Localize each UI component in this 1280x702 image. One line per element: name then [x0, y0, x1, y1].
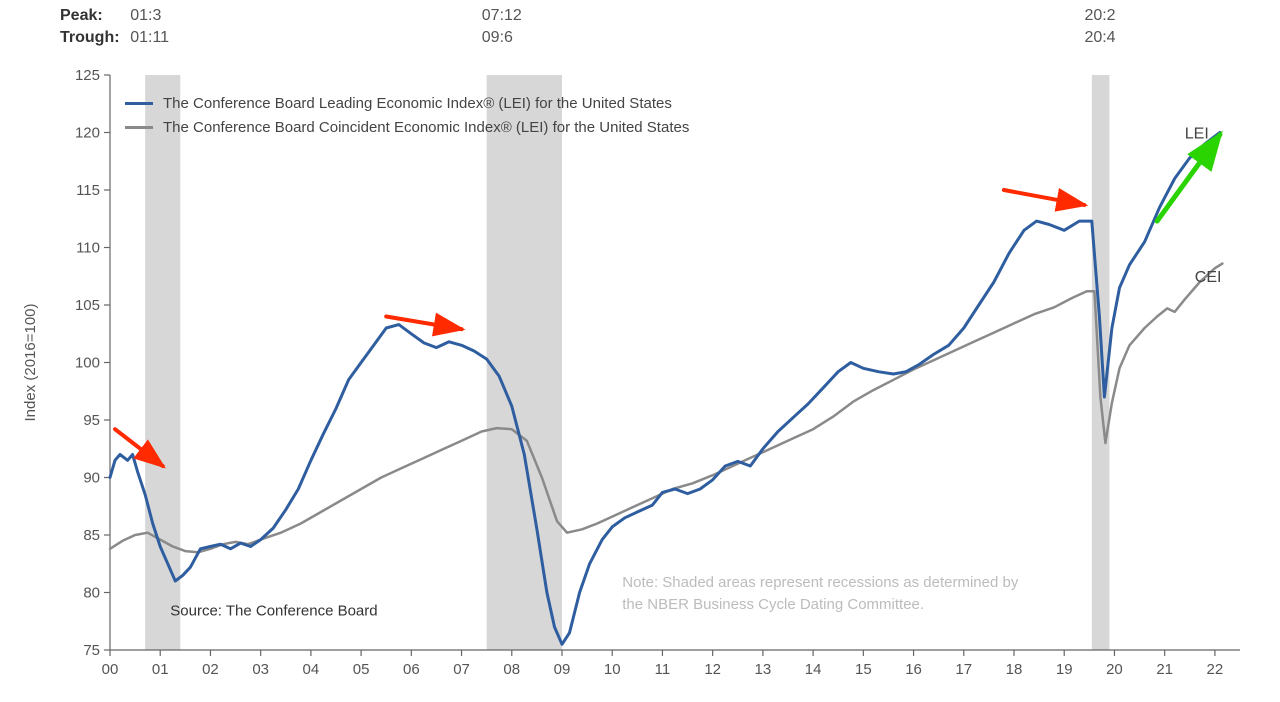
cei-line — [110, 264, 1222, 553]
y-tick-label: 90 — [83, 470, 100, 487]
note-text: Note: Shaded areas represent recessions … — [622, 574, 1019, 591]
annotation-arrow-red — [1004, 190, 1084, 205]
source-text: Source: The Conference Board — [170, 603, 377, 620]
x-tick-label: 00 — [102, 661, 119, 678]
y-axis-title: Index (2016=100) — [22, 303, 39, 421]
y-tick-label: 115 — [76, 182, 100, 199]
legend-label: The Conference Board Coincident Economic… — [163, 119, 689, 136]
x-tick-label: 19 — [1056, 661, 1073, 678]
header-peak-value: 07:12 — [482, 7, 522, 24]
x-tick-label: 17 — [955, 661, 972, 678]
x-tick-label: 01 — [152, 661, 169, 678]
y-tick-label: 120 — [75, 125, 100, 142]
header-trough-value: 01:11 — [130, 29, 169, 46]
x-tick-label: 13 — [755, 661, 772, 678]
x-tick-label: 02 — [202, 661, 219, 678]
legend-swatch — [125, 126, 153, 129]
x-tick-label: 20 — [1106, 661, 1123, 678]
y-tick-label: 75 — [83, 642, 100, 659]
x-tick-label: 11 — [655, 661, 671, 678]
x-tick-label: 10 — [604, 661, 621, 678]
y-tick-label: 80 — [83, 585, 100, 602]
header-trough-value: 09:6 — [482, 29, 513, 46]
legend-label: The Conference Board Leading Economic In… — [163, 95, 672, 112]
x-tick-label: 09 — [554, 661, 571, 678]
lei-line — [110, 133, 1220, 645]
x-tick-label: 06 — [403, 661, 420, 678]
cei-label: CEI — [1195, 269, 1222, 286]
recession-band — [487, 75, 562, 650]
annotation-arrow-green — [1157, 135, 1220, 221]
x-tick-label: 22 — [1207, 661, 1224, 678]
y-tick-label: 125 — [75, 67, 100, 84]
x-tick-label: 16 — [905, 661, 922, 678]
y-tick-label: 85 — [83, 527, 100, 544]
x-tick-label: 03 — [252, 661, 269, 678]
x-tick-label: 18 — [1006, 661, 1023, 678]
x-tick-label: 14 — [805, 661, 822, 678]
note-text: the NBER Business Cycle Dating Committee… — [622, 596, 924, 613]
x-tick-label: 07 — [453, 661, 470, 678]
economic-index-chart: 75 80 85 90 95 100 105 110 115 120 125 00 01 02 03 04 05… — [0, 0, 1280, 702]
header-peak-value: 01:3 — [130, 7, 161, 24]
lei-label: LEI — [1185, 125, 1209, 142]
y-tick-label: 105 — [75, 297, 100, 314]
x-tick-label: 08 — [503, 661, 520, 678]
header-peak-label: Peak: — [60, 7, 103, 24]
header-trough-value: 20:4 — [1084, 29, 1115, 46]
x-tick-label: 21 — [1156, 661, 1173, 678]
legend: The Conference Board Leading Economic In… — [125, 95, 689, 136]
recession-band — [145, 75, 180, 650]
y-tick-label: 110 — [76, 240, 100, 257]
header-trough-label: Trough: — [60, 29, 120, 46]
header-peak-value: 20:2 — [1084, 7, 1115, 24]
y-tick-label: 100 — [75, 355, 100, 372]
annotation-arrow-red — [386, 317, 461, 330]
x-tick-label: 04 — [303, 661, 320, 678]
legend-swatch — [125, 102, 153, 105]
x-tick-label: 12 — [704, 661, 721, 678]
x-tick-label: 05 — [353, 661, 370, 678]
x-tick-label: 15 — [855, 661, 872, 678]
y-tick-label: 95 — [83, 412, 100, 429]
